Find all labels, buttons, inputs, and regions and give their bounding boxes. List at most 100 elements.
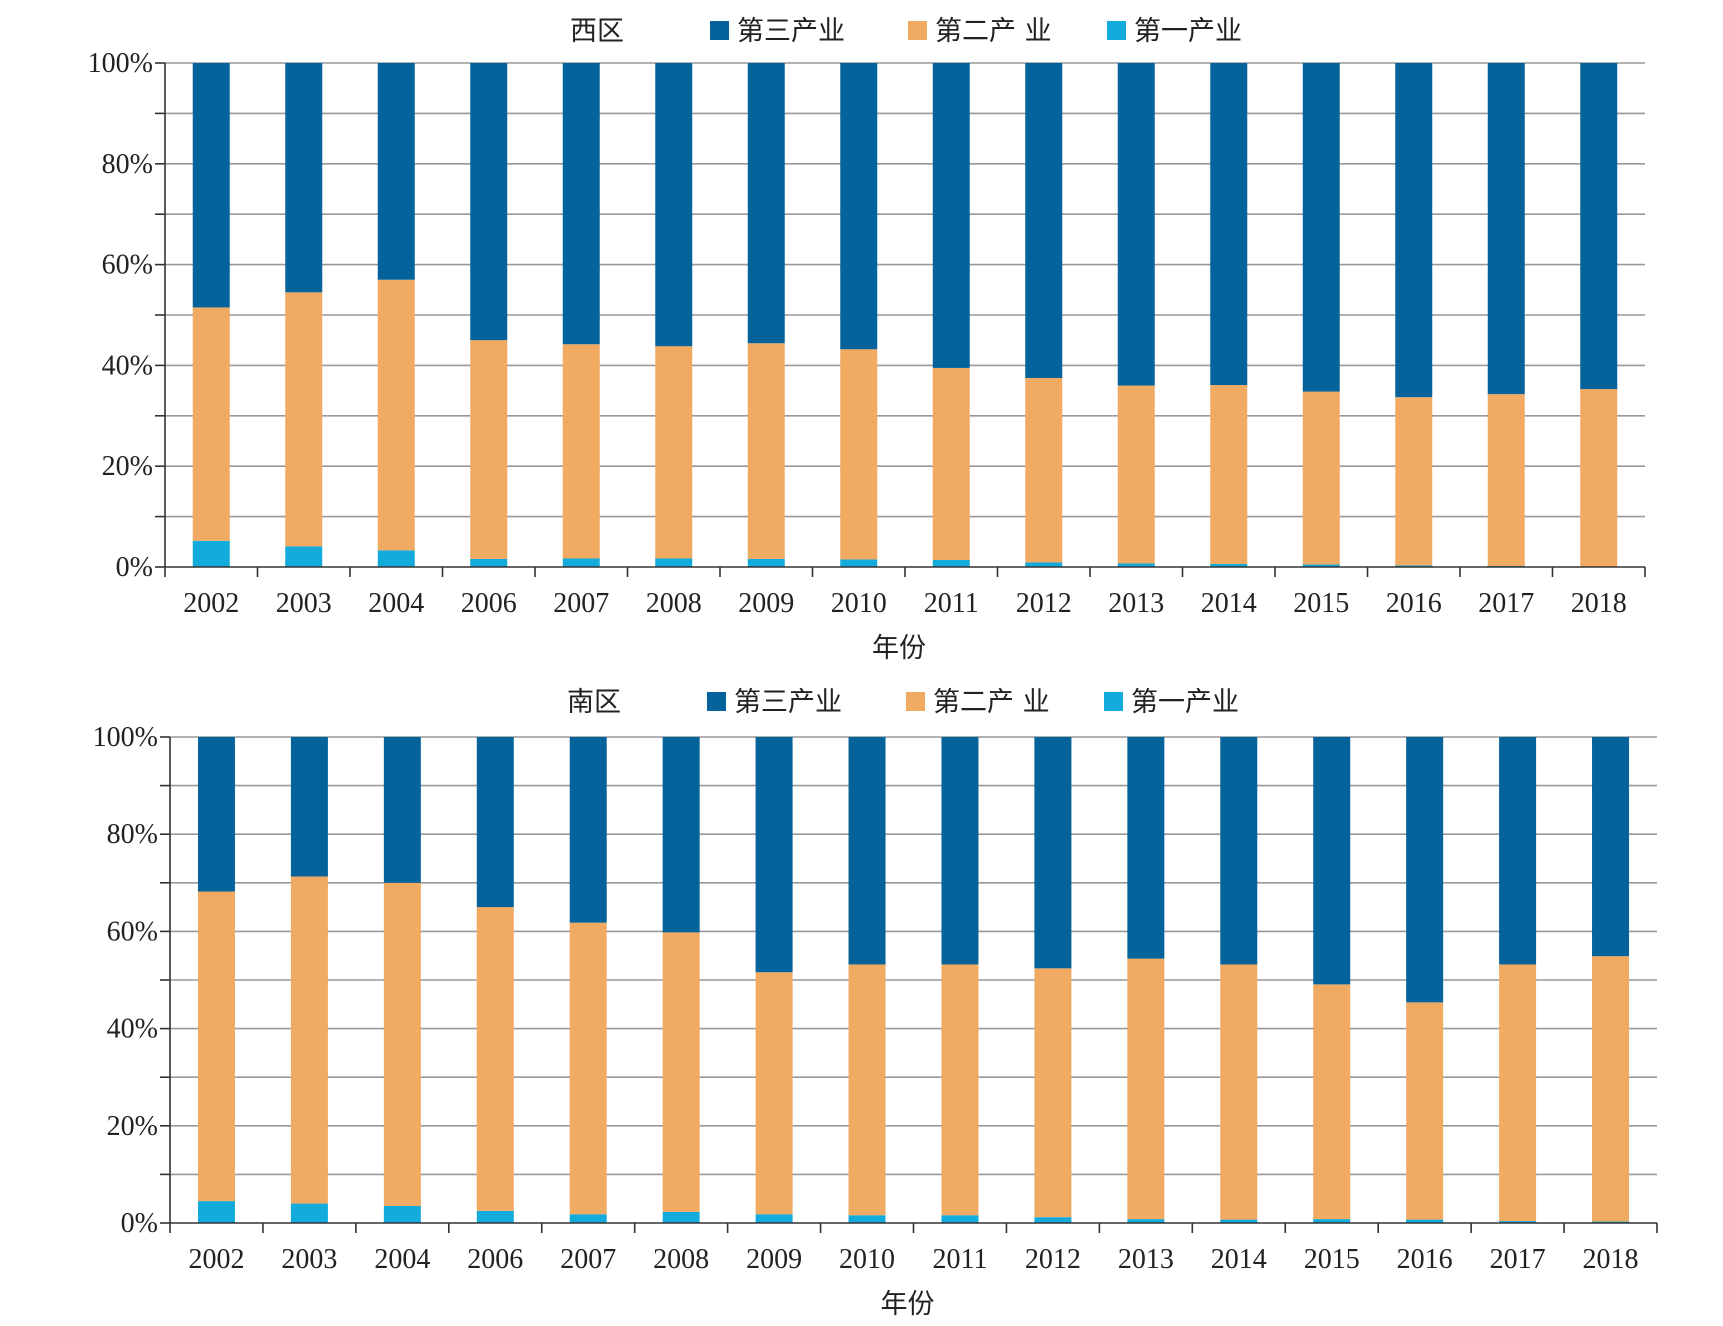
bar-segment-primary [848,1215,886,1223]
bar-segment-secondary [1220,964,1258,1220]
bar-segment-primary [383,1205,421,1223]
legend-label: 第二产 业 [935,16,1052,47]
bar-segment-secondary [197,891,235,1202]
bar-segment-primary [197,1201,235,1223]
legend-swatch-primary [1104,692,1123,711]
y-tick-label: 60% [107,916,158,947]
bar-segment-secondary [1406,1002,1444,1220]
bar-segment-secondary [655,346,693,559]
x-tick-label: 2002 [183,588,239,619]
bar-segment-primary [655,558,693,567]
bar-segment-primary [1117,563,1155,567]
bar-segment-tertiary [662,737,700,933]
y-tick-label: 20% [102,451,153,482]
bar-segment-tertiary [470,63,508,341]
bar-segment-tertiary [1117,63,1155,386]
legend-label: 第二产 业 [933,687,1050,718]
bar-segment-primary [562,558,600,567]
bar-segment-tertiary [932,63,970,368]
bar-segment-primary [662,1211,700,1223]
chart-title: 西区 [570,16,624,47]
x-tick-label: 2008 [653,1244,709,1275]
x-tick-label: 2012 [1025,1244,1081,1275]
bars [197,737,1630,1223]
stacked-bar-chart-2: 0% 20% 40% 60% 80% 100% 2002 2003 2004 2006 2007 20… [93,687,1658,1320]
legend-label: 第一产业 [1134,16,1242,47]
x-tick-label: 2011 [932,1244,987,1275]
bar-segment-secondary [383,882,421,1206]
bar-segment-tertiary [1127,737,1165,959]
x-tick-label: 2003 [276,588,332,619]
x-tick-label: 2017 [1490,1244,1546,1275]
bar-segment-secondary [290,876,328,1204]
x-tick-label: 2010 [839,1244,895,1275]
bar-segment-secondary [755,972,793,1215]
bar-segment-primary [941,1215,979,1223]
bar-segment-primary [1313,1219,1351,1223]
bar-segment-secondary [1025,378,1063,563]
bar-segment-tertiary [747,63,785,344]
y-tick-label: 40% [102,350,153,381]
bar-segment-tertiary [476,737,514,908]
y-tick-label: 80% [102,149,153,180]
bar-segment-secondary [1302,391,1340,565]
bar-segment-secondary [1034,968,1072,1218]
x-tick-label: 2007 [560,1244,616,1275]
bar-segment-primary [1127,1219,1165,1223]
bar-segment-tertiary [755,737,793,973]
legend-label: 第一产业 [1131,687,1239,718]
legend-swatch-secondary [908,21,927,40]
bar-segment-secondary [941,964,979,1216]
x-tick-label: 2009 [738,588,794,619]
bar-segment-tertiary [1499,737,1537,965]
bar-segment-tertiary [1220,737,1258,965]
x-tick-label: 2015 [1304,1244,1360,1275]
bar-segment-tertiary [655,63,693,347]
bar-segment-tertiary [941,737,979,965]
bar-segment-tertiary [197,737,235,892]
bar-segment-tertiary [1034,737,1072,969]
bar-segment-tertiary [285,63,323,293]
legend-label: 第三产业 [734,687,842,718]
x-axis-title: 年份 [881,1289,935,1320]
bar-segment-tertiary [1395,63,1433,398]
bar-segment-secondary [1395,397,1433,566]
x-tick-label: 2006 [461,588,517,619]
x-tick-label: 2017 [1478,588,1534,619]
bar-segment-primary [1302,564,1340,567]
bar-segment-tertiary [377,63,415,280]
x-tick-label: 2016 [1397,1244,1453,1275]
bar-segment-primary [1210,563,1248,567]
y-tick-label: 0% [121,1208,158,1239]
bar-segment-primary [840,559,878,567]
legend-label: 第三产业 [737,16,845,47]
chart-title: 南区 [567,687,621,718]
bar-segment-secondary [476,907,514,1211]
bar-segment-secondary [1487,394,1525,566]
x-axis-title: 年份 [872,633,926,664]
x-tick-label: 2004 [374,1244,430,1275]
bar-segment-secondary [1117,385,1155,564]
y-tick-label: 100% [88,48,153,79]
y-tick-label: 100% [93,722,158,753]
bar-segment-secondary [285,292,323,547]
bar-segment-primary [285,546,323,567]
y-tick-label: 80% [107,819,158,850]
bar-segment-secondary [932,367,970,560]
x-tick-label: 2003 [281,1244,337,1275]
y-tick-label: 20% [107,1111,158,1142]
bar-segment-secondary [192,307,230,541]
bar-segment-secondary [377,279,415,551]
legend-swatch-secondary [906,692,925,711]
legend-swatch-tertiary [707,692,726,711]
bar-segment-primary [290,1203,328,1223]
x-tick-label: 2014 [1211,1244,1267,1275]
bar-segment-tertiary [562,63,600,345]
bar-segment-tertiary [1487,63,1525,395]
x-tick-label: 2015 [1293,588,1349,619]
x-tick-label: 2006 [467,1244,523,1275]
bar-segment-secondary [1580,389,1618,567]
bar-segment-secondary [840,349,878,560]
y-tick-label: 60% [102,250,153,281]
stacked-bar-chart-1: 0% 20% 40% 60% 80% 100% 2002 2003 2004 2006 2007 20… [88,16,1646,664]
